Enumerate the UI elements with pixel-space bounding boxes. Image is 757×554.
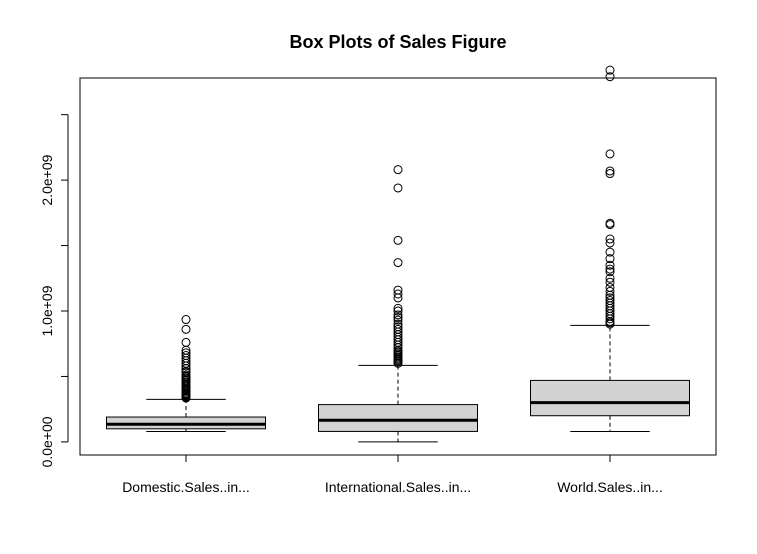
box-3 <box>530 65 690 432</box>
outlier-point <box>181 324 191 334</box>
chart-title: Box Plots of Sales Figure <box>289 32 506 52</box>
y-tick-label: 1.0e+09 <box>39 285 55 336</box>
outlier-point <box>605 65 615 75</box>
outlier-point <box>605 277 615 287</box>
x-tick-label: Domestic.Sales..in... <box>122 479 250 495</box>
outlier-point <box>181 393 191 403</box>
outlier-point <box>393 235 403 245</box>
outlier-point <box>181 337 191 347</box>
outlier-point <box>393 293 403 303</box>
outlier-point <box>393 310 403 320</box>
outlier-point <box>605 319 615 329</box>
y-axis: 0.0e+00 1.0e+09 2.0e+09 <box>39 114 69 467</box>
outlier-point <box>605 267 615 277</box>
box-1 <box>106 315 266 432</box>
x-tick-label: International.Sales..in... <box>325 479 471 495</box>
outlier-point <box>605 72 615 82</box>
outlier-point <box>393 313 403 323</box>
outlier-point <box>605 314 615 324</box>
outlier-point <box>605 166 615 176</box>
iqr-box <box>530 379 690 417</box>
outlier-point <box>393 315 403 325</box>
outlier-point <box>605 238 615 248</box>
outlier-point <box>605 254 615 264</box>
outlier-point <box>605 260 615 270</box>
outlier-point <box>393 289 403 299</box>
outlier-point <box>605 273 615 283</box>
outlier-point <box>393 306 403 316</box>
iqr-box <box>318 404 478 432</box>
outlier-point <box>605 169 615 179</box>
outlier-point <box>605 286 615 296</box>
outlier-point <box>393 258 403 268</box>
outlier-point <box>605 264 615 274</box>
x-tick-label: World.Sales..in... <box>557 479 663 495</box>
y-tick-label: 0.0e+00 <box>39 416 55 467</box>
outlier-point <box>181 361 191 371</box>
outlier-point <box>393 303 403 313</box>
y-tick-label: 2.0e+09 <box>39 154 55 205</box>
outlier-point <box>605 247 615 257</box>
outlier-point <box>393 358 403 368</box>
outlier-point <box>605 149 615 159</box>
outlier-point <box>605 220 615 230</box>
outlier-point <box>605 234 615 244</box>
outlier-point <box>393 165 403 175</box>
outlier-point <box>393 183 403 193</box>
x-axis: Domestic.Sales..in... International.Sales… <box>122 454 663 495</box>
box-2 <box>318 165 478 443</box>
outlier-point <box>181 315 191 325</box>
boxes-layer <box>106 65 690 443</box>
